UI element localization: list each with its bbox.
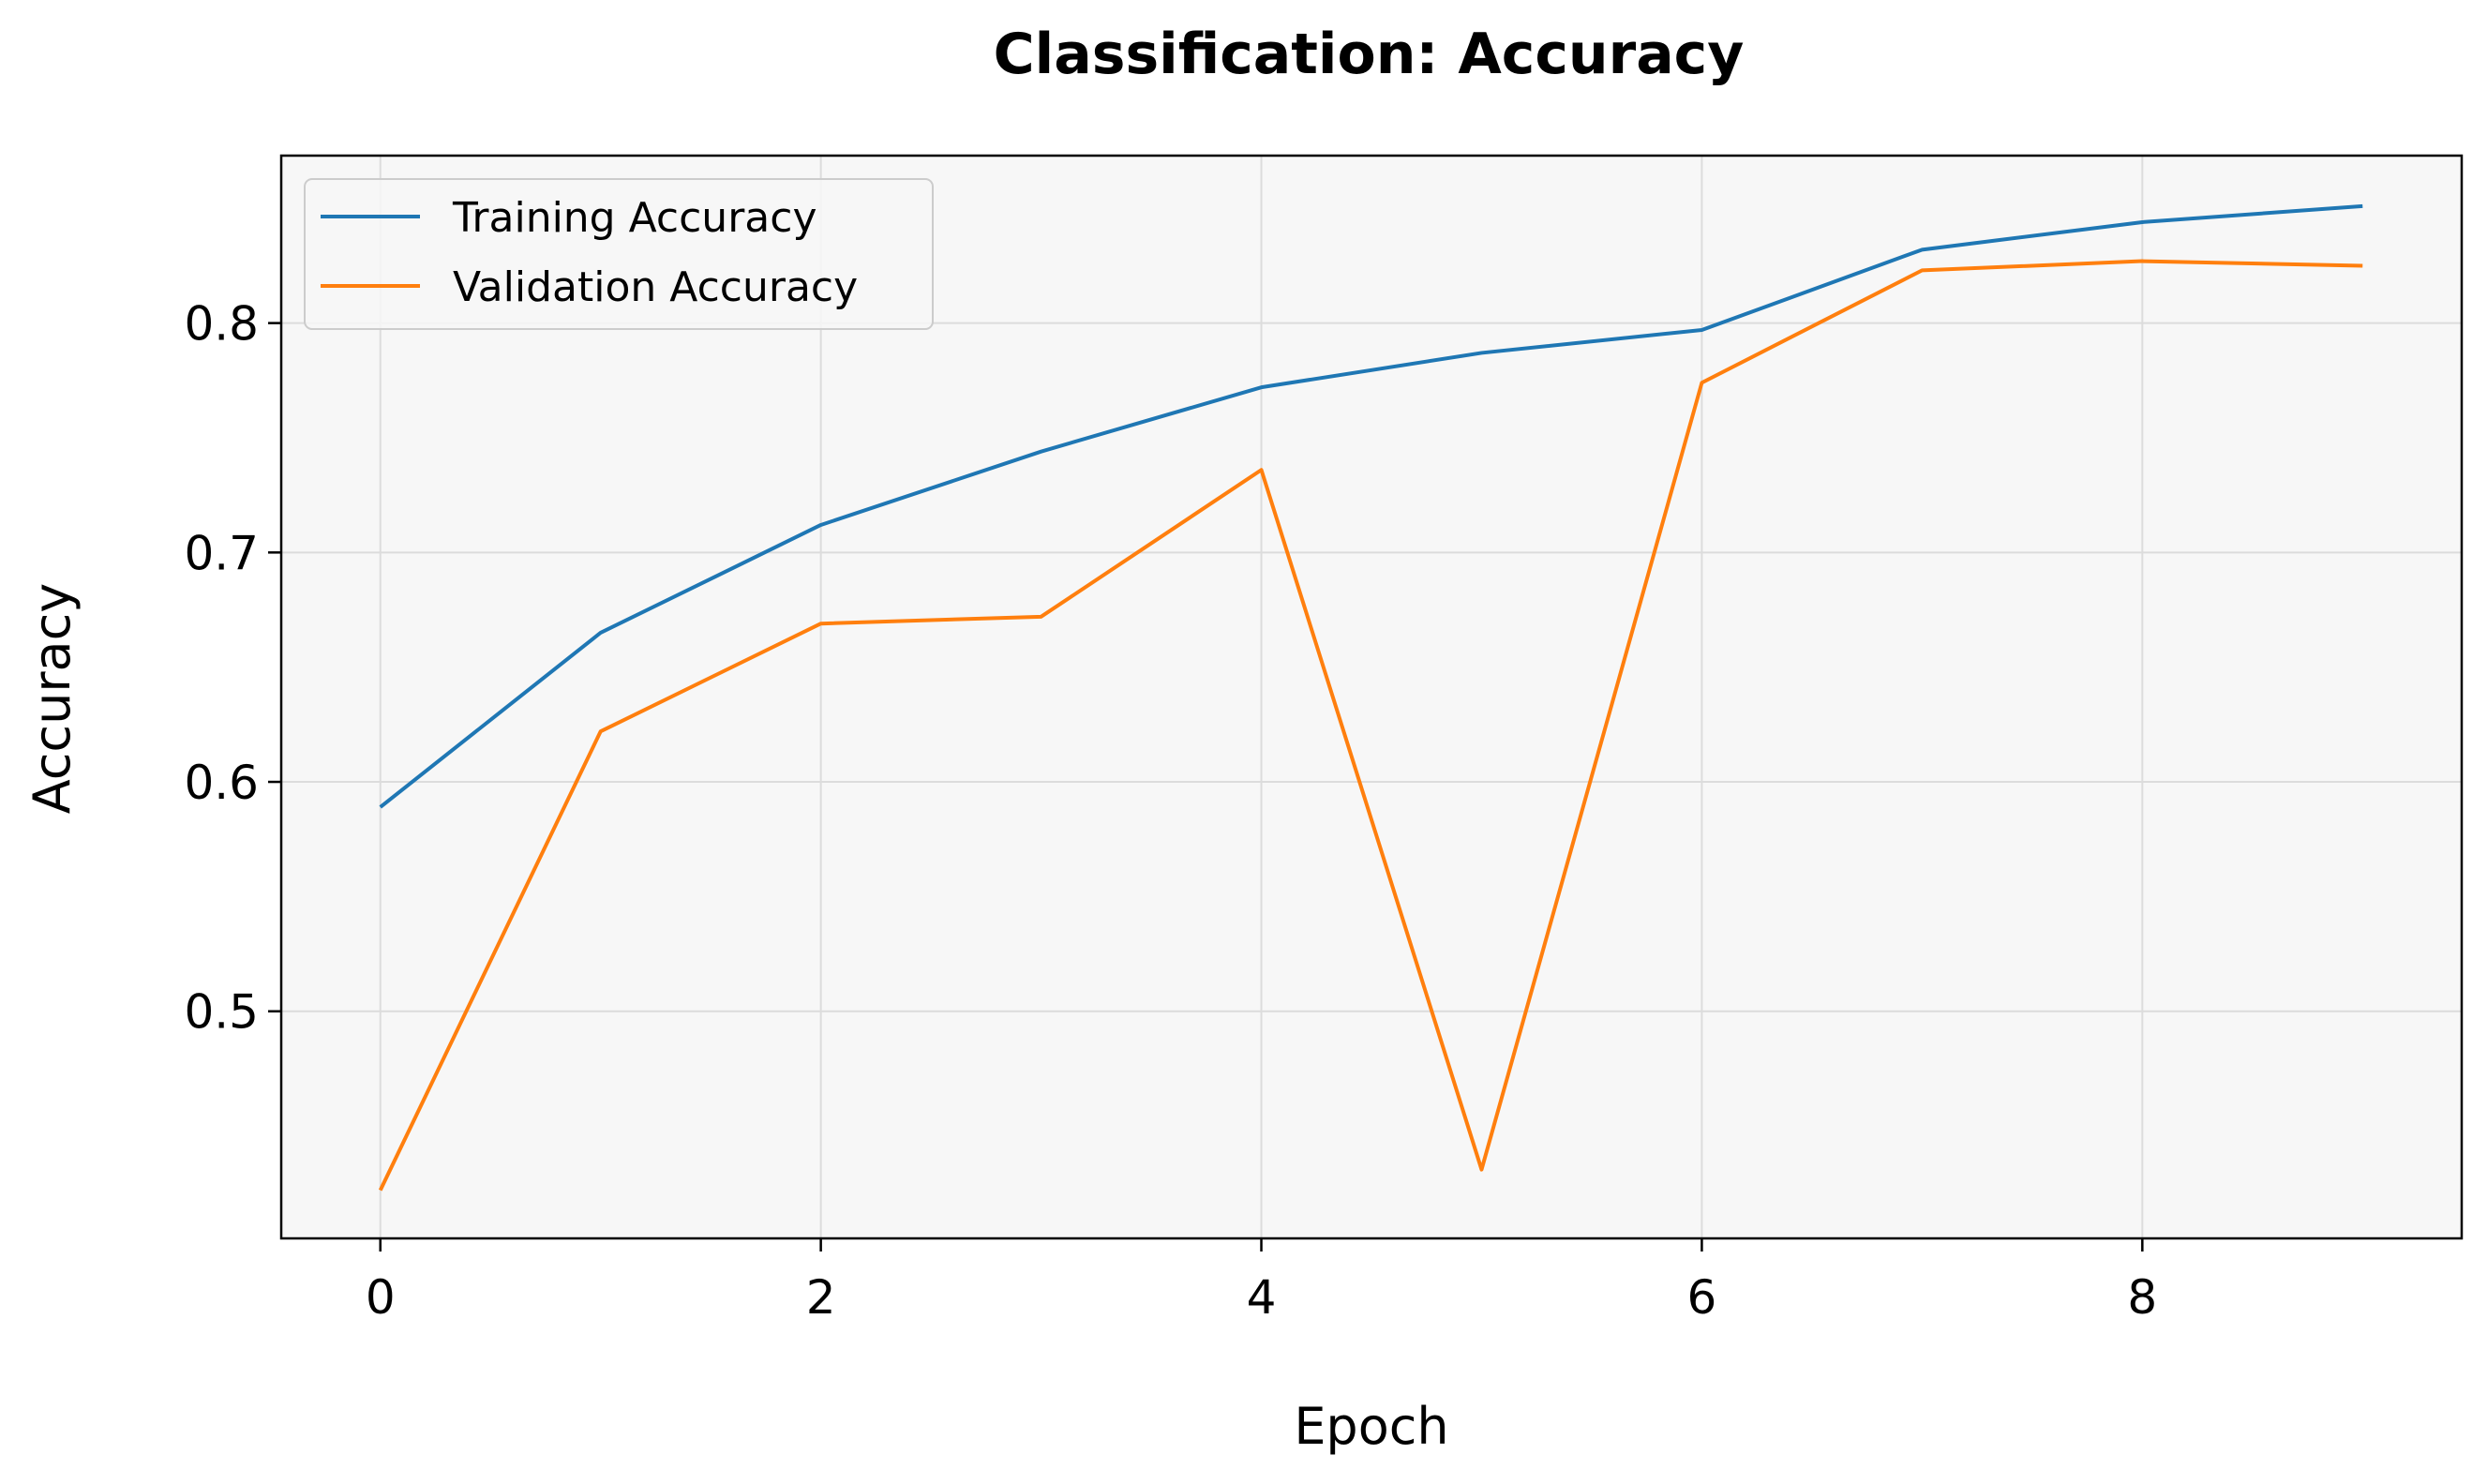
chart-title: Classification: Accuracy [994, 22, 1745, 87]
series-line-validation-accuracy [378, 259, 2363, 1192]
y-axis-ticks: 0.5 0.6 0.7 0.8 [184, 297, 281, 1040]
legend-label: Validation Accuracy [453, 263, 858, 311]
x-tick-label: 6 [1687, 1270, 1717, 1325]
legend-label: Training Accuracy [452, 194, 817, 242]
legend-items: Training Accuracy Validation Accuracy [321, 194, 858, 311]
x-tick-label: 0 [366, 1270, 396, 1325]
y-tick-label: 0.5 [184, 985, 259, 1040]
y-tick-label: 0.7 [184, 526, 259, 580]
plot-area [281, 156, 2462, 1238]
series-line-training-accuracy [379, 203, 2363, 809]
x-tick-label: 4 [1247, 1270, 1277, 1325]
y-tick-label: 0.6 [184, 756, 259, 810]
x-tick-label: 2 [806, 1270, 836, 1325]
x-tick-label: 8 [2127, 1270, 2157, 1325]
plot-frame [279, 154, 2464, 1240]
series-layer [378, 203, 2363, 1192]
x-axis-label: Epoch [1294, 1397, 1448, 1456]
legend-frame [304, 178, 934, 330]
y-axis-label: Accuracy [22, 583, 82, 815]
y-tick-label: 0.8 [184, 297, 259, 352]
x-axis-ticks: 0 2 4 6 8 [366, 1238, 2157, 1325]
legend: Training Accuracy Validation Accuracy [304, 178, 934, 330]
